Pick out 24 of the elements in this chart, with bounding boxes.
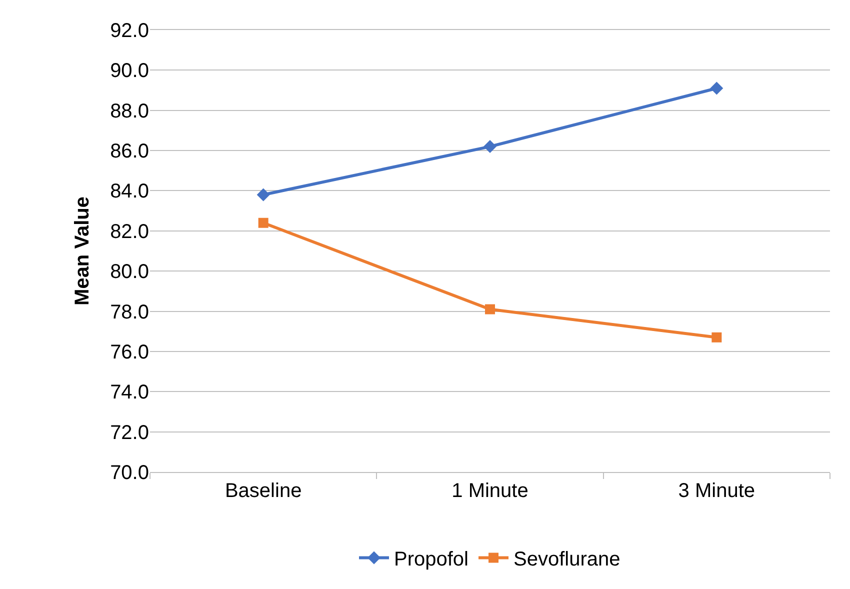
y-tick-label: 84.0 <box>110 180 149 203</box>
x-tick-label: 3 Minute <box>678 480 756 502</box>
x-tick-label: Baseline <box>224 480 302 502</box>
y-tick-label: 80.0 <box>110 261 149 284</box>
x-tick-label: 1 Minute <box>452 480 528 502</box>
point <box>256 188 270 202</box>
y-tick-label: 74.0 <box>110 382 149 404</box>
point <box>484 140 496 154</box>
y-axis-title: Mean Value <box>72 196 94 306</box>
y-tick-label: 76.0 <box>110 341 149 364</box>
y-tick-label: 88.0 <box>110 100 149 122</box>
point <box>258 218 268 228</box>
y-tick-label: 92.0 <box>110 20 149 42</box>
point <box>485 304 495 314</box>
y-tick-label: 82.0 <box>110 220 149 243</box>
y-tick-label: 90.0 <box>110 60 149 82</box>
y-tick-label: 86.0 <box>110 140 149 163</box>
y-tick-label: 78.0 <box>110 301 149 324</box>
y-tick-label: 70.0 <box>110 462 149 484</box>
legend-label: Sevoflurane <box>514 548 620 571</box>
point <box>710 82 724 95</box>
point <box>712 332 722 342</box>
legend-label: Propofol <box>394 548 468 571</box>
y-tick-label: 72.0 <box>110 422 149 444</box>
